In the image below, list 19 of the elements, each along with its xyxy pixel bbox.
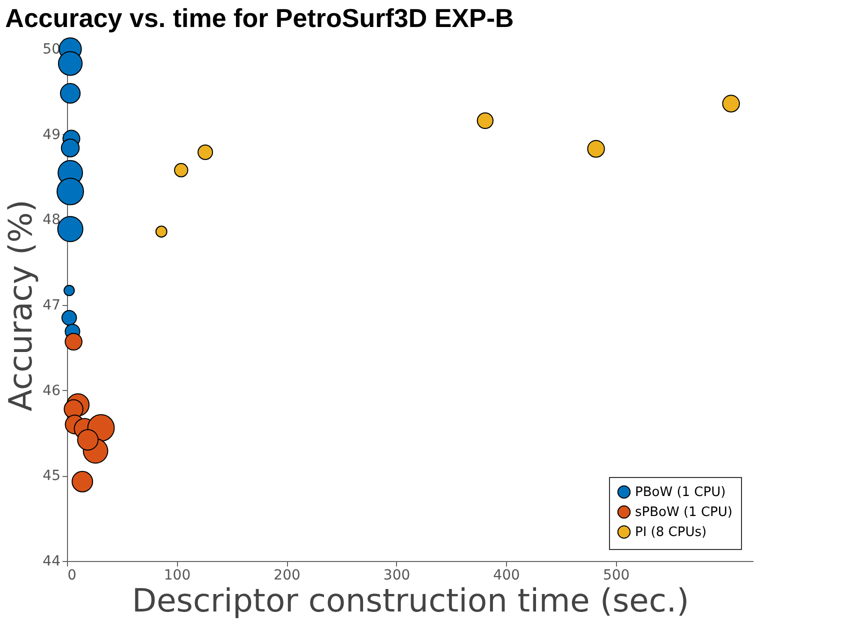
- x-tick-label: 400: [493, 568, 520, 584]
- x-tick-label: 300: [383, 568, 410, 584]
- x-tick-label: 500: [602, 568, 630, 584]
- y-axis-title: Accuracy (%): [2, 200, 40, 412]
- y-tick-label: 46: [42, 382, 61, 399]
- y-tick-label: 44: [42, 554, 61, 570]
- y-tick-label: 49: [42, 126, 60, 143]
- x-tick-label: 0: [68, 568, 76, 584]
- y-tick-label: 50: [42, 42, 60, 58]
- x-tick-label: 100: [164, 568, 191, 584]
- chart-title: Accuracy vs. time for PetroSurf3D EXP-B: [5, 2, 514, 33]
- x-tick-label: 200: [274, 568, 300, 584]
- legend-label: PBoW (1 CPU): [635, 485, 726, 500]
- y-tick-label: 48: [42, 212, 60, 228]
- legend-label: PI (8 CPUs): [635, 525, 707, 540]
- x-axis-title: Descriptor construction time (sec.): [132, 582, 690, 620]
- legend-label: sPBoW (1 CPU): [635, 505, 732, 520]
- y-tick-label: 47: [42, 298, 60, 314]
- y-tick-label: 45: [42, 468, 60, 484]
